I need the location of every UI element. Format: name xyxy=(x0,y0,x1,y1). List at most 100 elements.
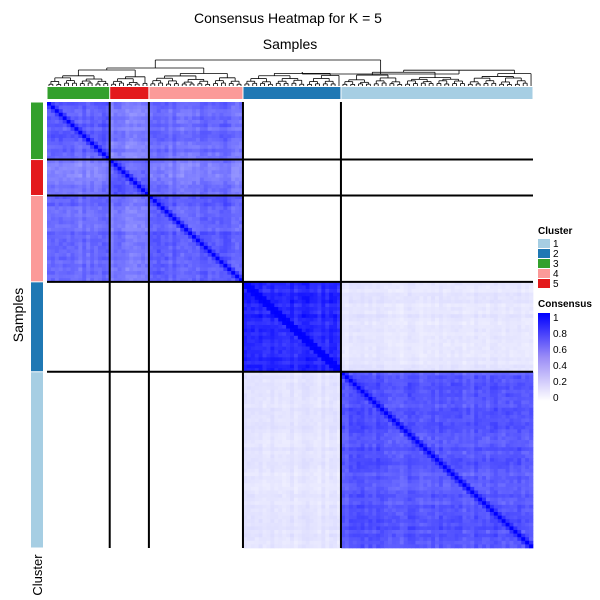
heatmap-cell xyxy=(58,220,64,225)
heatmap-cell xyxy=(184,134,189,139)
heatmap-cell xyxy=(254,152,259,157)
heatmap-cell xyxy=(395,123,401,128)
heatmap-cell xyxy=(376,231,381,236)
heatmap-cell xyxy=(521,109,526,114)
heatmap-cell xyxy=(395,206,401,211)
heatmap-cell xyxy=(419,102,424,106)
heatmap-cell xyxy=(513,202,518,207)
heatmap-cell xyxy=(211,155,216,160)
heatmap-cell xyxy=(86,148,91,153)
heatmap-cell xyxy=(141,105,146,110)
heatmap-cell xyxy=(172,105,177,110)
heatmap-cell xyxy=(203,155,209,160)
heatmap-cell xyxy=(113,159,118,164)
heatmap-cell xyxy=(141,227,146,232)
heatmap-cell xyxy=(78,155,83,160)
heatmap-cell xyxy=(368,217,373,222)
heatmap-cell xyxy=(144,102,150,106)
heatmap-cell xyxy=(423,177,428,182)
heatmap-cell xyxy=(109,134,114,139)
heatmap-cell xyxy=(278,184,283,189)
heatmap-cell xyxy=(270,155,275,160)
heatmap-cell xyxy=(364,220,369,225)
heatmap-cell xyxy=(231,181,236,186)
heatmap-cell xyxy=(454,217,459,222)
heatmap-cell xyxy=(325,227,330,232)
heatmap-cell xyxy=(62,152,67,157)
heatmap-cell xyxy=(148,195,154,200)
heatmap-cell xyxy=(297,173,303,178)
heatmap-cell xyxy=(141,170,146,175)
heatmap-cell xyxy=(254,188,259,193)
heatmap-cell xyxy=(309,159,314,164)
heatmap-cell xyxy=(309,184,314,189)
heatmap-cell xyxy=(407,152,412,157)
heatmap-cell xyxy=(340,130,346,135)
heatmap-cell xyxy=(254,181,259,186)
heatmap-cell xyxy=(105,231,111,236)
heatmap-cell xyxy=(301,231,307,236)
heatmap-cell xyxy=(403,163,408,168)
heatmap-cell xyxy=(313,145,318,150)
heatmap-cell xyxy=(482,224,487,229)
heatmap-cell xyxy=(517,184,522,189)
heatmap-cell xyxy=(223,119,228,124)
heatmap-cell xyxy=(513,105,518,110)
heatmap-cell xyxy=(297,202,303,207)
heatmap-cell xyxy=(438,105,444,110)
heatmap-cell xyxy=(372,181,377,186)
heatmap-cell xyxy=(423,184,428,189)
heatmap-cell xyxy=(262,123,267,128)
heatmap-cell xyxy=(94,127,99,132)
heatmap-cell xyxy=(242,202,248,207)
heatmap-cell xyxy=(513,112,518,117)
heatmap-cell xyxy=(525,213,530,218)
heatmap-cell xyxy=(399,188,405,193)
heatmap-cell xyxy=(203,152,209,157)
heatmap-cell xyxy=(493,159,499,164)
heatmap-cell xyxy=(376,163,381,168)
heatmap-cell xyxy=(74,177,79,182)
heatmap-cell xyxy=(505,191,510,196)
heatmap-cell xyxy=(66,170,71,175)
heatmap-cell xyxy=(501,206,506,211)
heatmap-cell xyxy=(525,159,530,164)
heatmap-cell xyxy=(125,181,130,186)
heatmap-cell xyxy=(195,206,201,211)
heatmap-cell xyxy=(337,181,342,186)
heatmap-cell xyxy=(403,155,408,160)
heatmap-cell xyxy=(485,141,491,146)
heatmap-cell xyxy=(368,112,373,117)
heatmap-cell xyxy=(219,109,224,114)
heatmap-cell xyxy=(199,177,205,182)
heatmap-cell xyxy=(297,112,303,117)
heatmap-cell xyxy=(387,148,393,153)
heatmap-cell xyxy=(431,155,436,160)
heatmap-cell xyxy=(325,130,330,135)
heatmap-cell xyxy=(403,145,408,150)
heatmap-cell xyxy=(172,191,177,196)
heatmap-cell xyxy=(274,155,279,160)
heatmap-cell xyxy=(180,130,185,135)
heatmap-cell xyxy=(505,217,510,222)
heatmap-cell xyxy=(497,159,502,164)
heatmap-cell xyxy=(435,119,440,124)
heatmap-cell xyxy=(438,159,444,164)
heatmap-cell xyxy=(501,112,506,117)
heatmap-cell xyxy=(505,130,510,135)
heatmap-cell xyxy=(242,209,248,214)
heatmap-cell xyxy=(364,141,369,146)
heatmap-cell xyxy=(348,227,354,232)
heatmap-cell xyxy=(333,155,338,160)
heatmap-cell xyxy=(188,152,193,157)
heatmap-cell xyxy=(203,220,209,225)
heatmap-cell xyxy=(58,148,64,153)
heatmap-cell xyxy=(380,145,385,150)
heatmap-cell xyxy=(207,137,212,142)
heatmap-cell xyxy=(348,134,354,139)
heatmap-cell xyxy=(156,209,162,214)
heatmap-cell xyxy=(403,220,408,225)
heatmap-cell xyxy=(239,181,244,186)
heatmap-cell xyxy=(325,199,330,204)
heatmap-cell xyxy=(113,231,118,236)
